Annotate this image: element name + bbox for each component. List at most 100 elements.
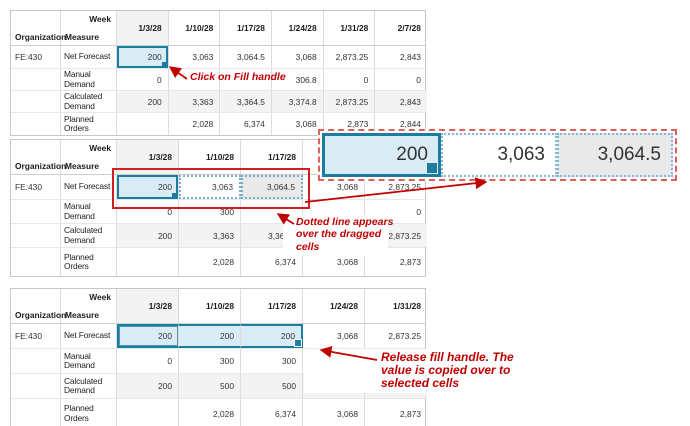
column-header-week[interactable]: 1/24/28 [272, 11, 324, 45]
highlighted-cell[interactable]: 200 [241, 324, 303, 348]
grid-cell[interactable]: 3,068 [303, 324, 365, 348]
organization-value [11, 399, 61, 426]
pivot-table-step1: Organization Week Measure 1/3/28 1/10/28 1/1… [10, 10, 427, 136]
measure-row-label[interactable]: Calculated Demand [61, 224, 117, 247]
measure-header: Week Measure [61, 140, 117, 174]
column-header-week[interactable]: 1/3/28 [117, 289, 179, 323]
grid-cell[interactable]: 200 [117, 91, 169, 112]
grid-cell[interactable]: 2,873.25 [323, 91, 376, 112]
measure-row-label[interactable]: Planned Orders [61, 399, 117, 426]
grid-cell[interactable]: 3,363 [168, 91, 221, 112]
grid-cell[interactable]: 200 [117, 224, 179, 247]
grid-cell[interactable]: 3,374.8 [271, 91, 324, 112]
column-header-week[interactable]: 1/31/28 [393, 301, 421, 311]
grid-cell[interactable]: 3,068 [303, 399, 365, 426]
grid-cell[interactable]: 300 [179, 349, 241, 373]
highlighted-cell[interactable]: 3,063 [179, 175, 241, 199]
grid-cell[interactable]: 6,374 [241, 399, 303, 426]
grid-cell[interactable] [220, 69, 272, 90]
grid-cell[interactable]: 300 [179, 200, 241, 223]
table-row: FE:430 Net Forecast 200 3,063 3,064.5 3,068 2,… [11, 46, 425, 69]
grid-cell[interactable]: 3,064.5 [220, 46, 272, 68]
highlighted-cell[interactable]: 200 [179, 324, 241, 348]
organization-value [11, 200, 61, 223]
table-row: FE:430 Net Forecast 200 200 200 3,068 2,873.25 [11, 324, 425, 349]
callout-dragged-readonly-cell: 3,064.5 [557, 133, 673, 177]
measure-label: Measure [65, 32, 99, 42]
grid-cell[interactable]: 3,068 [272, 46, 324, 68]
column-header-week[interactable]: 1/10/28 [179, 289, 241, 323]
measure-row-label[interactable]: Net Forecast [61, 46, 117, 68]
highlighted-cell[interactable]: 200 [117, 324, 179, 348]
grid-cell[interactable]: 0 [117, 349, 179, 373]
measure-row-label[interactable]: Planned Orders [61, 248, 117, 276]
grid-cell[interactable]: 2,873.25 [324, 46, 376, 68]
selected-cell[interactable]: 200 [117, 175, 179, 199]
table-row: Planned Orders 2,028 6,374 3,068 2,873 [11, 399, 425, 426]
grid-cell[interactable]: 3,063 [169, 46, 221, 68]
grid-cell[interactable]: 0 [416, 206, 421, 217]
column-header-week[interactable]: 1/17/28 [241, 140, 303, 174]
column-header-week[interactable]: 1/3/28 [117, 11, 169, 45]
grid-cell[interactable] [117, 248, 179, 276]
column-header-week[interactable]: 1/10/28 [179, 140, 241, 174]
grid-cell[interactable]: 2,873 [324, 113, 376, 135]
organization-header: Organization [11, 140, 66, 174]
grid-cell[interactable] [241, 200, 303, 223]
measure-header: Week Measure [61, 11, 117, 45]
organization-value [11, 374, 61, 398]
measure-row-label[interactable]: Net Forecast [61, 175, 117, 199]
measure-row-label[interactable]: Calculated Demand [61, 374, 117, 398]
organization-value [11, 248, 61, 276]
grid-cell[interactable]: 3,068 [303, 248, 365, 276]
grid-cell[interactable]: 306.8 [272, 69, 324, 90]
column-header-week[interactable]: 1/31/28 [324, 11, 376, 45]
grid-cell[interactable]: 2,844 [399, 119, 421, 129]
grid-cell[interactable]: 6,374 [241, 248, 303, 276]
annotation-background [283, 215, 388, 256]
column-header-week[interactable]: 1/17/28 [241, 289, 303, 323]
grid-cell[interactable]: 3,363 [179, 224, 241, 247]
grid-cell[interactable]: 0 [416, 74, 421, 85]
grid-cell[interactable]: 500 [241, 374, 303, 398]
measure-row-label[interactable]: Planned Orders [61, 113, 117, 135]
grid-cell[interactable]: 3,364.5 [220, 91, 272, 112]
grid-cell[interactable]: 0 [117, 69, 169, 90]
measure-row-label[interactable]: Manual Demand [61, 200, 117, 223]
grid-cell[interactable] [117, 113, 169, 135]
grid-cell[interactable]: 500 [179, 374, 241, 398]
column-header-week[interactable]: 1/17/28 [220, 11, 272, 45]
grid-cell[interactable]: 2,873 [400, 257, 421, 267]
grid-cell[interactable]: 2,028 [179, 248, 241, 276]
grid-cell[interactable]: 0 [324, 69, 376, 90]
organization-label: Organization [15, 32, 67, 42]
grid-cell[interactable]: 6,374 [220, 113, 272, 135]
grid-cell[interactable]: 0 [117, 200, 179, 223]
column-header-week[interactable]: 1/10/28 [169, 11, 221, 45]
grid-cell[interactable] [169, 69, 221, 90]
grid-cell[interactable]: 3,068 [272, 113, 324, 135]
grid-cell[interactable]: 2,843 [399, 52, 421, 62]
highlighted-cell[interactable]: 3,064.5 [241, 175, 303, 199]
grid-cell[interactable]: 2,028 [179, 399, 241, 426]
measure-row-label[interactable]: Net Forecast [61, 324, 117, 348]
measure-row-label[interactable]: Manual Demand [61, 69, 117, 90]
table-row: Manual Demand 0 300 0 [11, 200, 425, 224]
grid-cell[interactable]: 300 [241, 349, 303, 373]
grid-cell[interactable] [117, 399, 179, 426]
grid-cell[interactable]: 200 [117, 374, 179, 398]
organization-value [11, 91, 61, 112]
measure-row-label[interactable]: Calculated Demand [61, 91, 117, 112]
column-header-week[interactable]: 2/7/28 [397, 23, 421, 33]
callout-selected-cell: 200 [322, 133, 441, 177]
grid-cell[interactable]: 2,873.25 [388, 331, 421, 341]
grid-cell[interactable]: 2,873 [400, 408, 421, 419]
column-header-week[interactable]: 1/24/28 [303, 289, 365, 323]
grid-cell[interactable] [303, 200, 365, 223]
selected-cell[interactable]: 200 [117, 46, 169, 68]
measure-row-label[interactable]: Manual Demand [61, 349, 117, 373]
grid-cell[interactable]: 2,843 [375, 91, 427, 112]
grid-cell[interactable]: 2,028 [169, 113, 221, 135]
week-label: Week [89, 292, 111, 302]
